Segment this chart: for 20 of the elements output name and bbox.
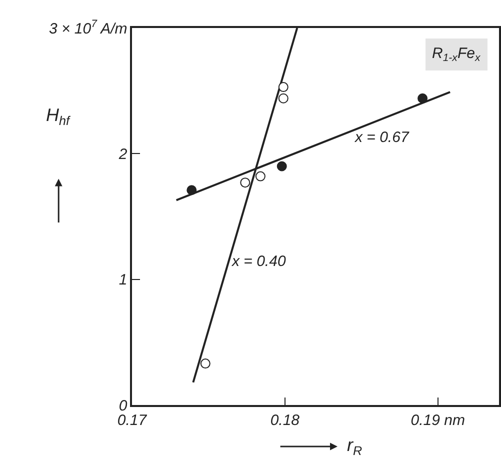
point [200, 358, 210, 369]
point [276, 161, 287, 172]
y-tick-label: 0 [118, 397, 128, 414]
x-axis-title: r$_{R}$ [347, 435, 362, 458]
annotation: R$_{1-x}$Fe$_{x}$ [432, 45, 481, 64]
y-tick-label: 2 [118, 146, 128, 163]
point [418, 93, 428, 104]
point [278, 82, 288, 92]
point [278, 93, 288, 104]
y-axis-title: H$_{hf}$ [46, 105, 72, 128]
annotation: x = 0.67 [354, 129, 410, 146]
x-tick-label: 0.18 [270, 412, 300, 429]
point [186, 185, 197, 196]
y-tick-label: 3 × 10$^{7}$ A/m [49, 18, 128, 38]
point [255, 171, 266, 182]
annotation: x = 0.40 [231, 253, 286, 270]
x-tick-label: 0.19 nm [410, 412, 465, 429]
point [240, 178, 250, 188]
y-tick-label: 1 [118, 272, 128, 289]
x-tick-label: 0.17 [117, 412, 148, 429]
